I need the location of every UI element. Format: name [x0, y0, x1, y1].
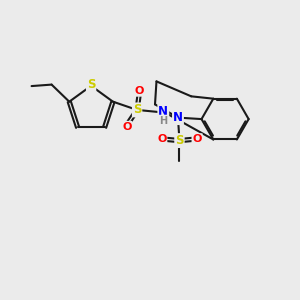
Text: O: O — [192, 134, 202, 144]
Text: H: H — [159, 116, 167, 125]
Text: O: O — [122, 122, 131, 132]
Text: S: S — [133, 103, 141, 116]
Text: O: O — [135, 86, 144, 96]
Text: N: N — [173, 111, 183, 124]
Text: O: O — [157, 134, 167, 144]
Text: S: S — [175, 134, 184, 147]
Text: S: S — [87, 78, 95, 91]
Text: N: N — [158, 105, 168, 118]
